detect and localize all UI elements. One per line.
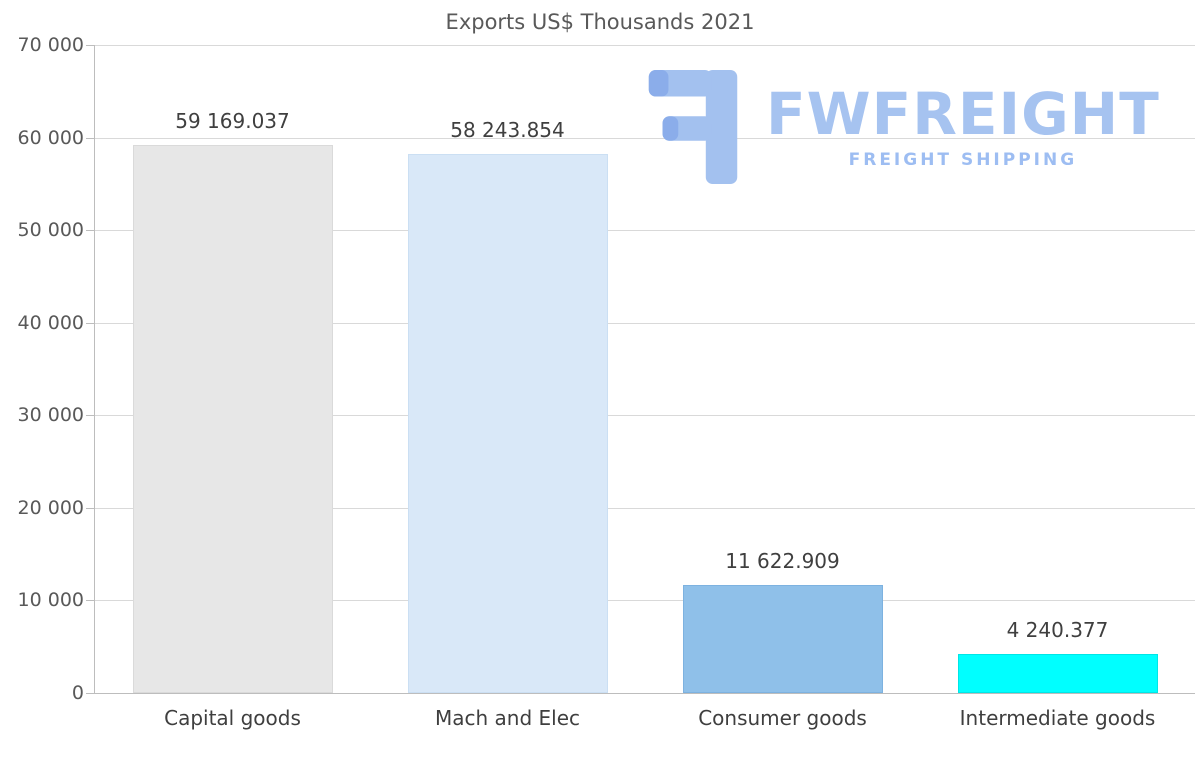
y-axis-line bbox=[94, 45, 95, 694]
y-axis-tick-label: 40 000 bbox=[17, 311, 84, 334]
x-axis-category-label: Mach and Elec bbox=[434, 706, 581, 730]
x-axis-category-label: Capital goods bbox=[164, 706, 301, 730]
bar-mach-and-elec bbox=[407, 153, 608, 693]
y-axis-tick bbox=[86, 693, 94, 694]
gridline bbox=[95, 322, 1195, 324]
y-axis-tick bbox=[86, 600, 94, 602]
y-axis-tick-label: 30 000 bbox=[17, 404, 84, 427]
x-axis-line bbox=[95, 693, 1195, 694]
fwfreight-logo-icon bbox=[648, 70, 738, 184]
y-axis-tick bbox=[86, 415, 94, 417]
y-axis-tick bbox=[86, 507, 94, 509]
y-axis-tick bbox=[86, 322, 94, 324]
x-axis-category-label: Consumer goods bbox=[698, 706, 867, 730]
bar-capital-goods bbox=[132, 145, 333, 693]
y-axis-tick-label: 70 000 bbox=[17, 34, 84, 56]
bar-value-label: 59 169.037 bbox=[175, 109, 290, 134]
y-axis-tick bbox=[86, 230, 94, 232]
gridline bbox=[95, 45, 1195, 46]
watermark-tagline: FREIGHT SHIPPING bbox=[848, 150, 1078, 170]
watermark-text-block: FWFREIGHT FREIGHT SHIPPING bbox=[766, 85, 1160, 169]
fwfreight-watermark: FWFREIGHT FREIGHT SHIPPING bbox=[648, 70, 1160, 184]
gridline bbox=[95, 415, 1195, 417]
y-axis-tick bbox=[86, 45, 94, 46]
gridline bbox=[95, 600, 1195, 602]
gridline bbox=[95, 507, 1195, 509]
y-axis-tick-label: 20 000 bbox=[17, 496, 84, 519]
chart-title: Exports US$ Thousands 2021 bbox=[445, 10, 755, 34]
bar-consumer-goods bbox=[682, 585, 883, 693]
gridline bbox=[95, 230, 1195, 232]
watermark-brand: FWFREIGHT bbox=[766, 80, 1160, 148]
bar-intermediate-goods bbox=[957, 653, 1158, 693]
y-axis-tick-label: 0 bbox=[71, 682, 84, 704]
x-axis-category-label: Intermediate goods bbox=[959, 706, 1156, 730]
plot-area: 59 169.037 58 243.854 11 622.909 4 240.377 bbox=[95, 45, 1195, 693]
bar-value-label: 11 622.909 bbox=[725, 549, 840, 574]
gridline bbox=[95, 137, 1195, 139]
y-axis-tick bbox=[86, 137, 94, 139]
y-axis-tick-label: 10 000 bbox=[17, 589, 84, 612]
y-axis-tick-label: 60 000 bbox=[17, 126, 84, 149]
bar-value-label: 58 243.854 bbox=[450, 117, 565, 142]
y-axis-tick-label: 50 000 bbox=[17, 219, 84, 242]
bar-value-label: 4 240.377 bbox=[1006, 617, 1109, 642]
